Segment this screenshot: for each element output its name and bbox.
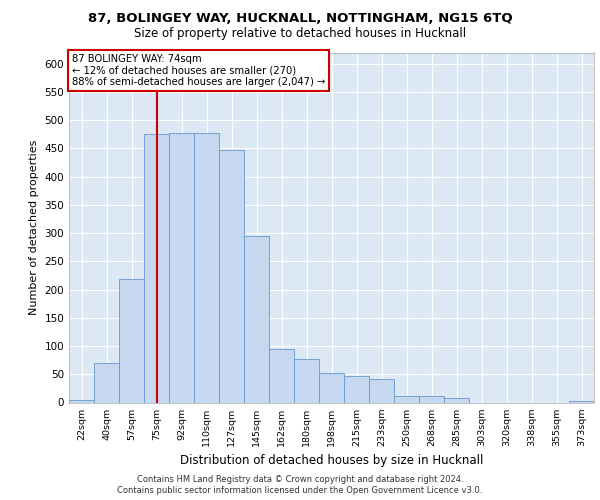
Bar (119, 280, 144, 402)
Bar (394, 396, 419, 402)
Bar (94, 363, 119, 403)
Bar (269, 349, 294, 403)
Bar (419, 396, 444, 402)
Bar (444, 398, 469, 402)
Bar (194, 133, 219, 402)
Bar (144, 134, 169, 402)
Text: Contains public sector information licensed under the Open Government Licence v3: Contains public sector information licen… (118, 486, 482, 495)
Bar (344, 376, 369, 402)
Text: 87 BOLINGEY WAY: 74sqm
← 12% of detached houses are smaller (270)
88% of semi-de: 87 BOLINGEY WAY: 74sqm ← 12% of detached… (71, 54, 325, 88)
Bar (244, 236, 269, 402)
Text: 87, BOLINGEY WAY, HUCKNALL, NOTTINGHAM, NG15 6TQ: 87, BOLINGEY WAY, HUCKNALL, NOTTINGHAM, … (88, 12, 512, 25)
Text: Contains HM Land Registry data © Crown copyright and database right 2024.: Contains HM Land Registry data © Crown c… (137, 475, 463, 484)
Bar (219, 150, 244, 402)
Bar (319, 372, 344, 402)
Text: Size of property relative to detached houses in Hucknall: Size of property relative to detached ho… (134, 28, 466, 40)
Bar (169, 133, 194, 402)
Y-axis label: Number of detached properties: Number of detached properties (29, 140, 39, 315)
Bar (569, 401, 594, 402)
Bar (69, 400, 94, 402)
Bar (369, 379, 394, 402)
X-axis label: Distribution of detached houses by size in Hucknall: Distribution of detached houses by size … (180, 454, 483, 467)
Bar (294, 359, 319, 403)
